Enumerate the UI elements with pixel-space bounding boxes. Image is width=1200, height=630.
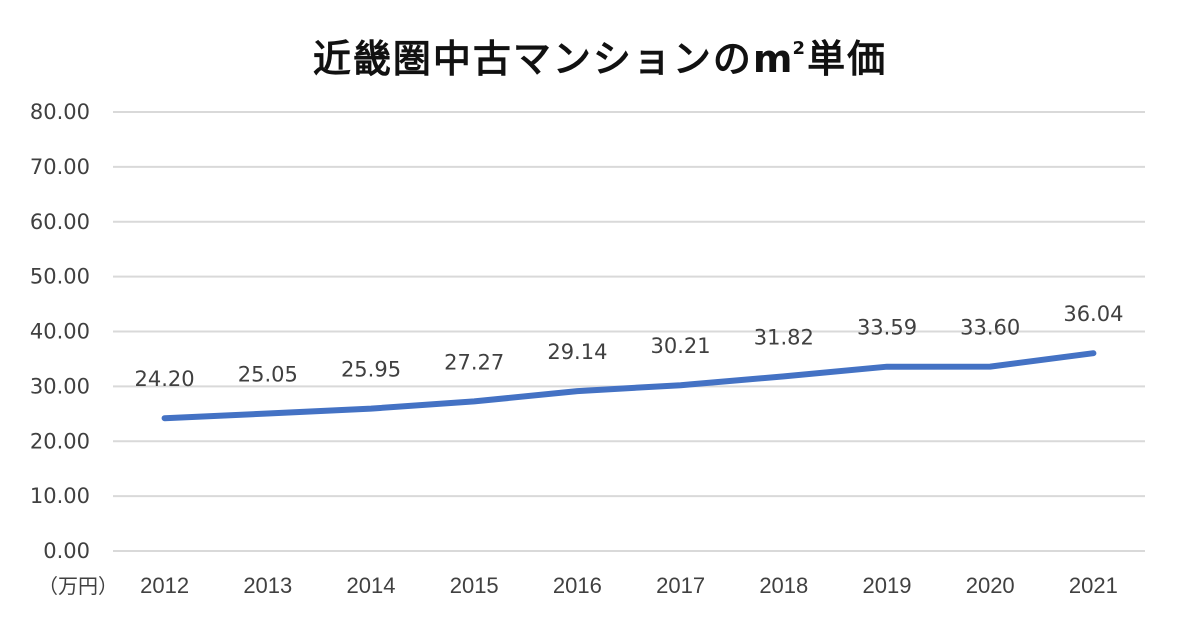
x-tick-label: 2020 [966,573,1015,598]
x-tick-label: 2017 [656,573,705,598]
y-tick-label: 70.00 [30,155,90,179]
x-tick-label: 2018 [759,573,808,598]
y-tick-label: 80.00 [30,100,90,124]
data-label: 27.27 [444,350,504,374]
y-tick-label: 20.00 [30,429,90,453]
y-tick-label: 60.00 [30,210,90,234]
x-tick-label: 2015 [450,573,499,598]
data-label: 33.60 [960,316,1020,340]
y-tick-label: 40.00 [30,320,90,344]
x-tick-label: 2021 [1069,573,1118,598]
y-tick-label: 50.00 [30,265,90,289]
y-tick-label: 0.00 [43,539,90,563]
data-label: 29.14 [547,340,607,364]
x-tick-label: 2019 [863,573,912,598]
x-tick-label: 2016 [553,573,602,598]
y-tick-label: 10.00 [30,484,90,508]
data-label: 25.05 [238,363,298,387]
x-tick-label: 2013 [243,573,292,598]
data-label: 25.95 [341,358,401,382]
data-label: 31.82 [754,325,814,349]
data-label: 36.04 [1063,302,1123,326]
data-label: 24.20 [135,367,195,391]
data-label: 30.21 [651,334,711,358]
chart-title: 近畿圏中古マンションのm2単価 [312,37,888,81]
series-line [161,350,1097,422]
y-tick-label: 30.00 [30,374,90,398]
y-unit-label: （万円） [38,574,118,598]
x-tick-label: 2014 [347,573,396,598]
data-label: 33.59 [857,316,917,340]
x-tick-label: 2012 [140,573,189,598]
